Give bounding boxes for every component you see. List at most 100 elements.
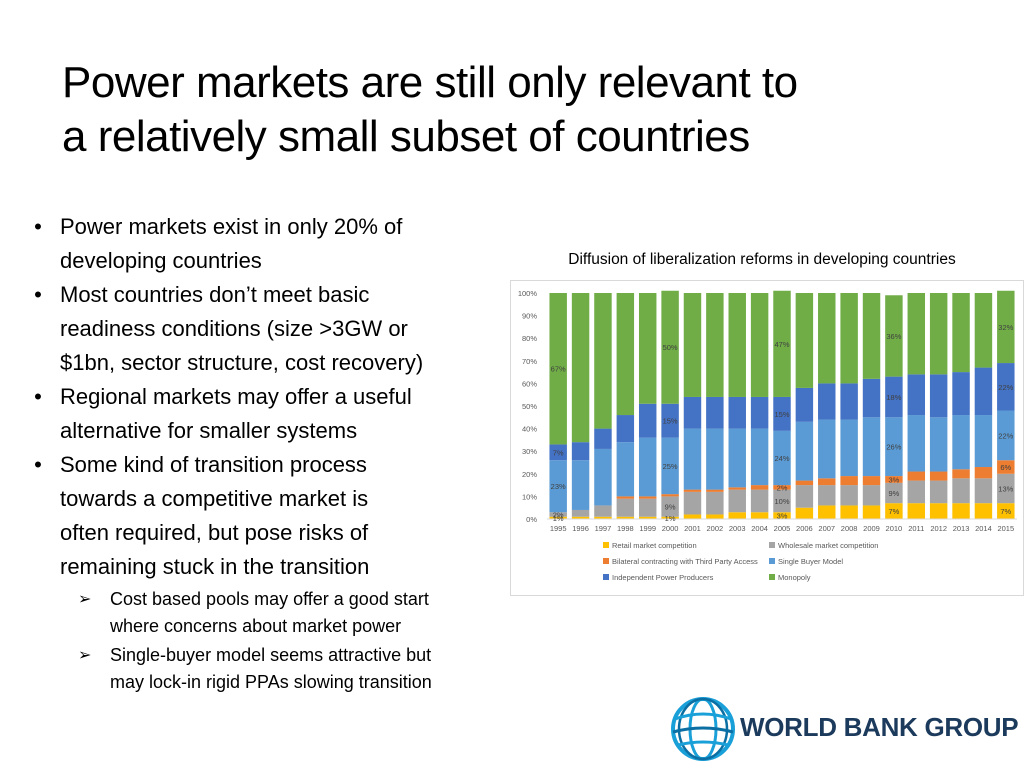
bar-segment (974, 293, 993, 368)
bar-segment (974, 367, 993, 416)
x-tick-label: 2004 (751, 524, 768, 533)
legend-label: Independent Power Producers (612, 573, 714, 582)
sub-bullet-item: ➢ Single-buyer model seems attractive but… (28, 642, 498, 696)
bar-segment (818, 293, 836, 384)
bar-segment (549, 293, 567, 445)
bar-segment (750, 396, 769, 429)
bar-segment (818, 505, 836, 519)
bar-segment (750, 489, 769, 513)
bar-segment (907, 480, 926, 504)
y-tick-label: 70% (522, 357, 537, 366)
data-label: 2% (553, 510, 564, 519)
data-label: 22% (998, 383, 1013, 392)
data-label: 67% (551, 365, 566, 374)
bar-segment (661, 437, 679, 495)
bar-segment (638, 496, 657, 499)
bar-segment (571, 460, 590, 510)
x-tick-label: 1997 (595, 524, 612, 533)
bar-segment (952, 469, 970, 479)
bar-segment (661, 496, 679, 517)
bar-segment (929, 480, 948, 504)
data-label: 23% (551, 482, 566, 491)
x-tick-label: 2014 (975, 524, 992, 533)
x-tick-label: 2008 (841, 524, 858, 533)
bar-segment (683, 491, 702, 515)
world-bank-logo: WORLD BANK GROUP (668, 694, 1019, 764)
bar-segment (750, 485, 769, 490)
bar-segment (997, 290, 1015, 364)
bar-segment (683, 489, 702, 492)
legend-swatch (769, 558, 775, 564)
bar-segment (594, 505, 612, 517)
bar-segment (661, 403, 679, 438)
sub-bullet-line: Cost based pools may offer a good start (110, 589, 429, 609)
data-label: 15% (663, 417, 678, 426)
slide-title-line-1: Power markets are still only relevant to (62, 58, 798, 107)
bar-segment (638, 437, 657, 497)
bar-segment (862, 485, 881, 506)
bar-segment (862, 417, 881, 477)
bar-segment (571, 509, 590, 517)
legend-label: Monopoly (778, 573, 811, 582)
bar-segment (616, 516, 635, 519)
legend-swatch (769, 542, 775, 548)
bar-segment (885, 476, 903, 483)
x-tick-label: 1998 (617, 524, 634, 533)
data-label: 7% (1000, 507, 1011, 516)
bar-segment (840, 505, 858, 519)
bar-segment (616, 498, 635, 517)
bar-segment (795, 507, 814, 519)
bullet-line: developing countries (60, 248, 262, 273)
x-tick-label: 1996 (572, 524, 589, 533)
bullet-line: towards a competitive market is (60, 486, 369, 511)
y-tick-label: 30% (522, 447, 537, 456)
bar-segment (907, 471, 926, 481)
bar-segment (616, 442, 635, 497)
data-label: 3% (888, 475, 899, 484)
bar-segment (750, 512, 769, 519)
bar-segment (929, 374, 948, 418)
bar-segment (571, 516, 590, 519)
legend-swatch (603, 542, 609, 548)
data-label: 36% (886, 332, 901, 341)
data-label: 24% (774, 454, 789, 463)
bar-segment (952, 372, 970, 416)
bar-segment (862, 293, 881, 379)
y-tick-label: 0% (526, 515, 537, 524)
bar-segment (862, 378, 881, 418)
x-tick-label: 1995 (550, 524, 567, 533)
y-tick-label: 20% (522, 470, 537, 479)
data-label: 9% (665, 503, 676, 512)
bar-segment (885, 295, 903, 377)
chart-caption: Diffusion of liberalization reforms in d… (568, 251, 956, 268)
bar-segment (773, 485, 791, 490)
bar-segment (706, 396, 724, 429)
bar-segment (907, 293, 926, 375)
bar-segment (997, 460, 1015, 474)
bar-segment (661, 516, 679, 519)
bar-segment (706, 293, 724, 397)
bullet-line: $1bn, sector structure, cost recovery) (60, 350, 424, 375)
bar-segment (728, 396, 746, 429)
bar-segment (728, 428, 746, 488)
bar-segment (683, 428, 702, 490)
data-label: 7% (553, 448, 564, 457)
bar-segment (818, 419, 836, 479)
data-label: 7% (888, 507, 899, 516)
bar-segment (974, 467, 993, 479)
bullet-list: • Power markets exist in only 20% of devel… (28, 210, 498, 696)
bar-segment (795, 485, 814, 508)
x-tick-label: 2005 (774, 524, 791, 533)
slide-title-line-2: a relatively small subset of countries (62, 112, 750, 161)
data-label: 3% (777, 512, 788, 521)
y-tick-label: 80% (522, 334, 537, 343)
bar-segment (728, 487, 746, 490)
legend-label: Wholesale market competition (778, 541, 878, 550)
legend-label: Bilateral contracting with Third Party A… (612, 557, 758, 566)
sub-bullet-line: Single-buyer model seems attractive but (110, 645, 432, 665)
bar-segment (974, 503, 993, 519)
bar-segment (795, 421, 814, 481)
bar-segment (795, 293, 814, 388)
bar-segment (638, 293, 657, 404)
bar-segment (773, 396, 791, 431)
